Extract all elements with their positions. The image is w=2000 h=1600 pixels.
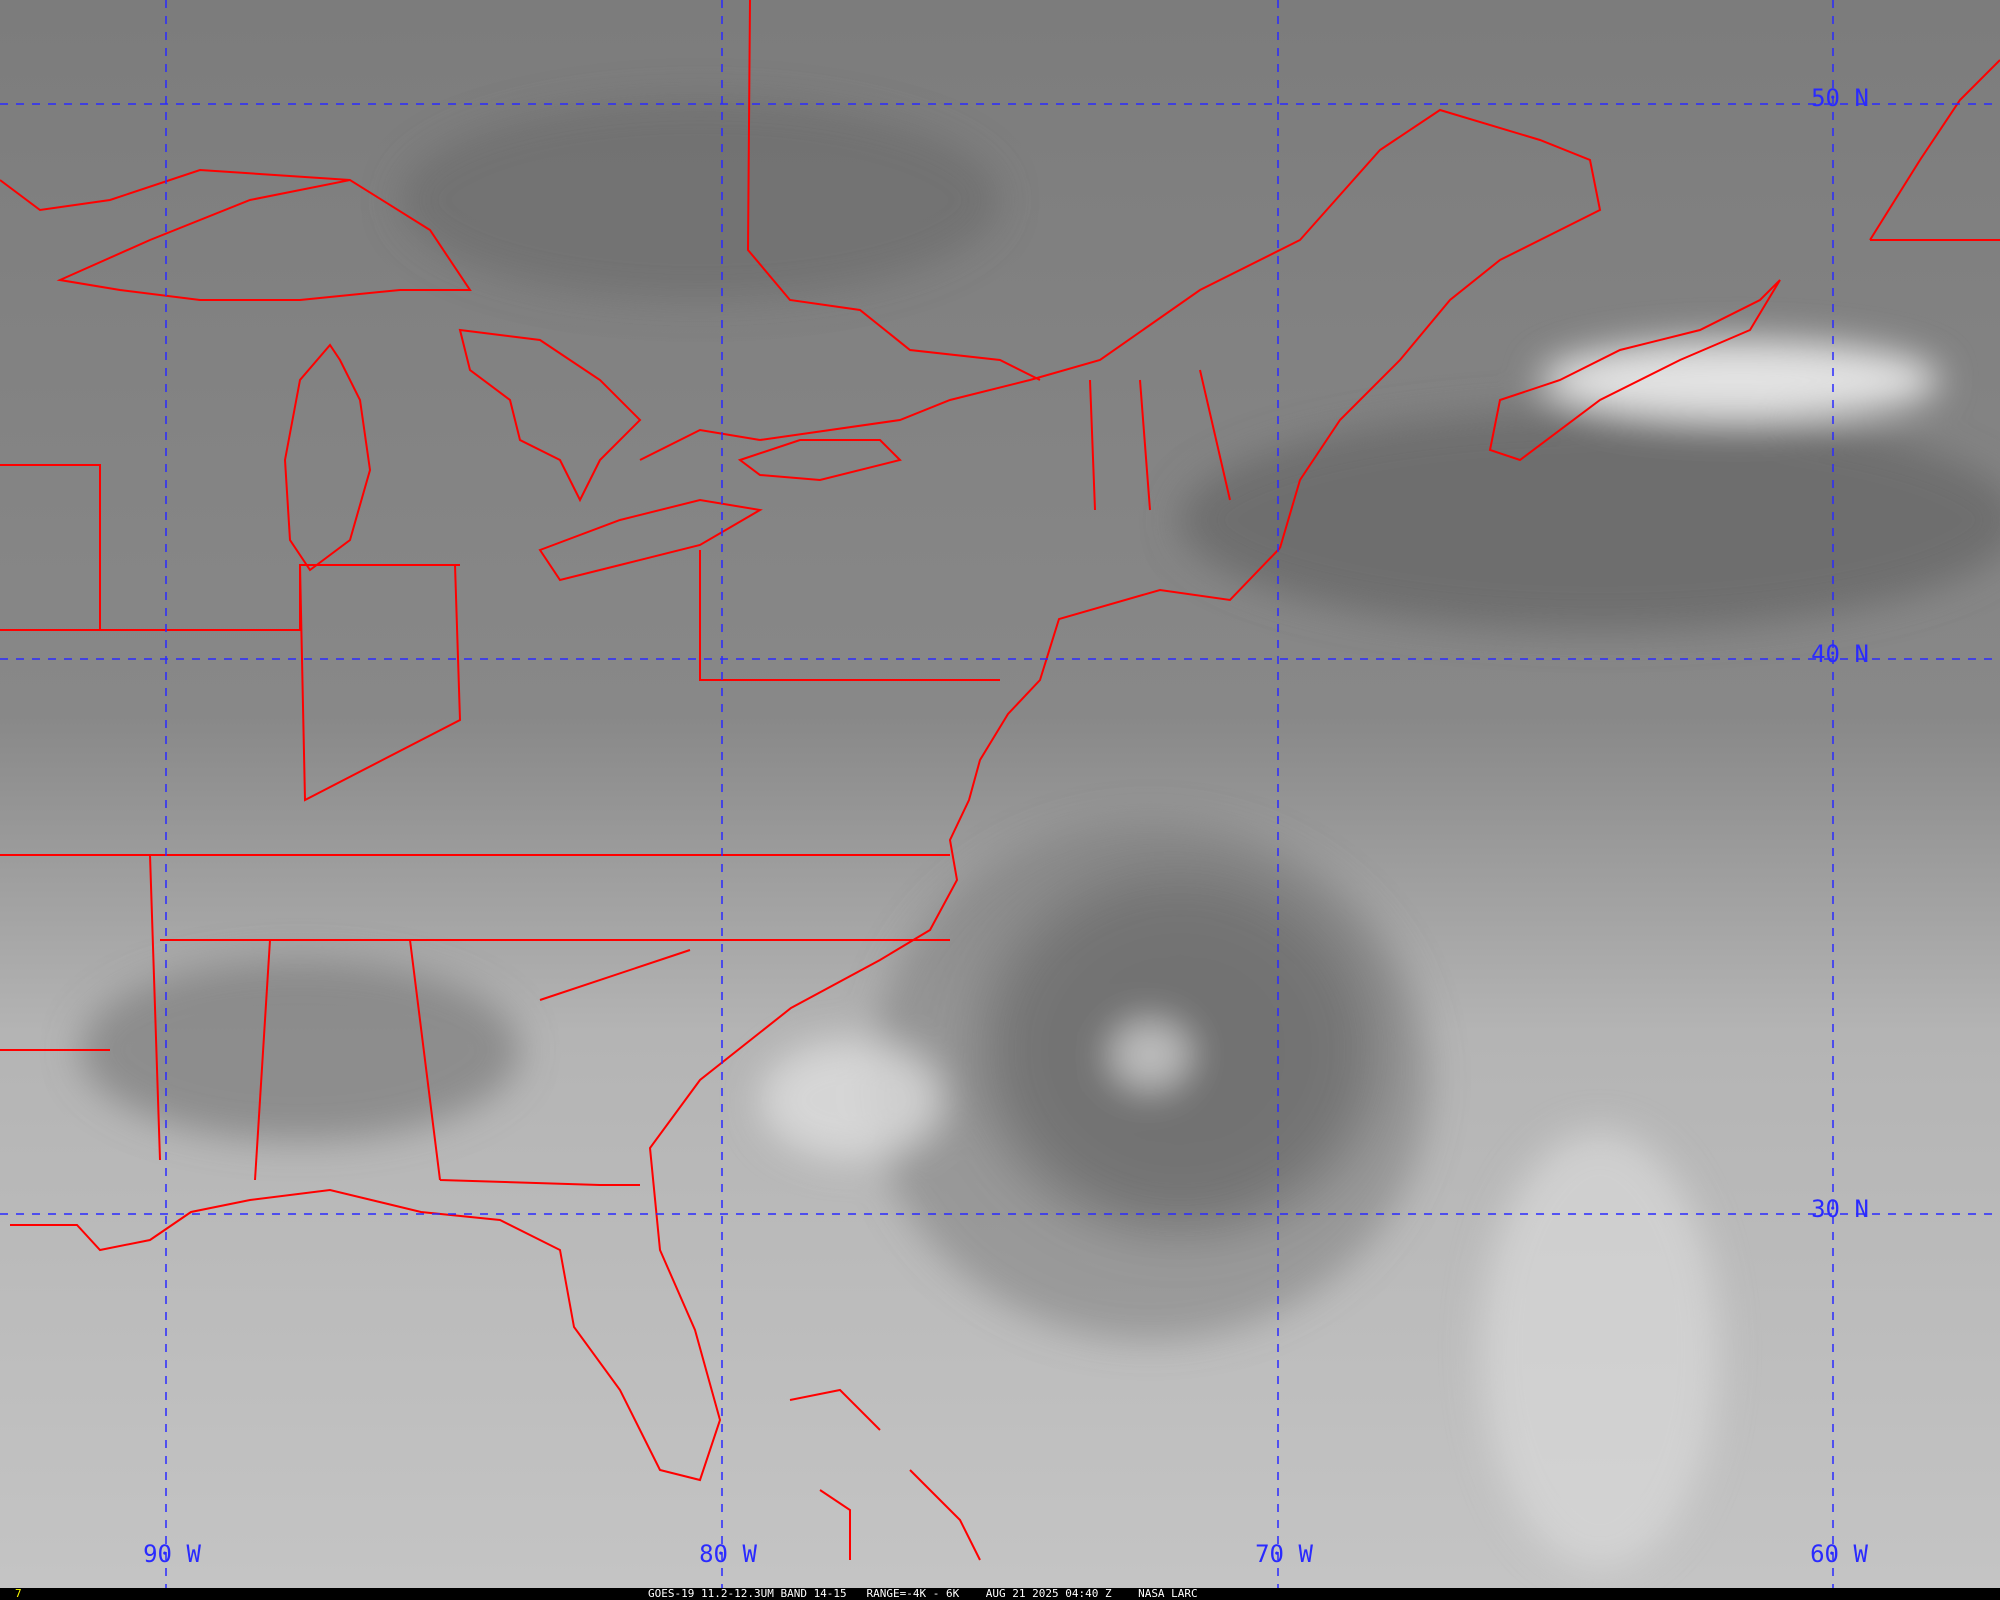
lon-label: 90 W: [143, 1540, 201, 1568]
lake-superior: [56, 178, 472, 301]
lon-label: 60 W: [1810, 1540, 1868, 1568]
caption-bar: 7 GOES-19 11.2-12.3UM BAND 14-15 RANGE=-…: [0, 1588, 2000, 1600]
us-east-coast: [10, 547, 1281, 1482]
political-boundaries: [0, 0, 2000, 1561]
cloud-features: [80, 100, 2000, 1570]
lake-michigan: [283, 343, 372, 572]
lon-label: 70 W: [1255, 1540, 1313, 1568]
caption-text: GOES-19 11.2-12.3UM BAND 14-15 RANGE=-4K…: [648, 1587, 1198, 1600]
lat-label: 30 N: [1811, 1195, 1869, 1223]
newfoundland: [1869, 59, 2000, 241]
lake-ontario: [737, 439, 902, 482]
lake-erie: [538, 498, 763, 582]
lon-label: 80 W: [699, 1540, 757, 1568]
us-canada-border: [0, 0, 1041, 461]
canada-coast: [759, 108, 1602, 549]
lat-label: 50 N: [1811, 84, 1869, 112]
nova-scotia: [1488, 279, 1781, 462]
state-lines: [0, 369, 1231, 1186]
bahamas: [789, 1388, 981, 1561]
lat-label: 40 N: [1811, 640, 1869, 668]
frame-number: 7: [15, 1587, 22, 1600]
lake-huron: [458, 328, 642, 503]
